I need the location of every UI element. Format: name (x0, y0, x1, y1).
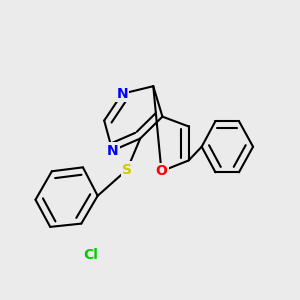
Text: O: O (155, 164, 167, 178)
Text: Cl: Cl (84, 248, 98, 262)
Text: N: N (116, 87, 128, 101)
Text: N: N (106, 144, 118, 158)
Text: S: S (122, 163, 132, 177)
